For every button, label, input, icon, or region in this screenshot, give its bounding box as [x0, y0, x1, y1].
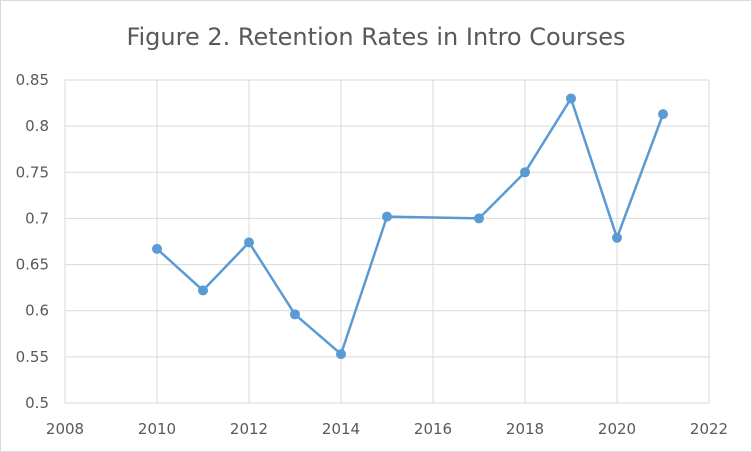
- x-tick-label: 2022: [690, 420, 728, 438]
- x-tick-label: 2010: [138, 420, 176, 438]
- chart-title: Figure 2. Retention Rates in Intro Cours…: [126, 23, 626, 51]
- data-point: [290, 309, 300, 320]
- y-tick-label: 0.7: [25, 209, 49, 227]
- y-tick-label: 0.5: [25, 394, 49, 412]
- y-tick-label: 0.8: [25, 117, 49, 135]
- x-tick-label: 2014: [322, 420, 360, 438]
- data-point: [520, 167, 530, 178]
- data-point: [612, 232, 622, 243]
- data-point: [244, 237, 254, 248]
- data-point: [382, 211, 392, 222]
- x-tick-label: 2012: [230, 420, 268, 438]
- x-tick-label: 2020: [598, 420, 636, 438]
- data-point: [658, 109, 668, 120]
- y-tick-label: 0.55: [16, 348, 49, 366]
- x-tick-label: 2016: [414, 420, 452, 438]
- data-point: [152, 243, 162, 254]
- x-tick-label: 2008: [46, 420, 84, 438]
- data-point: [336, 349, 346, 360]
- data-point: [474, 213, 484, 224]
- series-line: [156, 97, 665, 356]
- x-tick-label: 2018: [506, 420, 544, 438]
- y-tick-label: 0.75: [16, 163, 49, 181]
- y-tick-label: 0.85: [16, 71, 49, 89]
- data-point: [198, 285, 208, 296]
- y-tick-label: 0.65: [16, 256, 49, 274]
- y-tick-label: 0.6: [25, 302, 49, 320]
- data-point: [566, 93, 576, 104]
